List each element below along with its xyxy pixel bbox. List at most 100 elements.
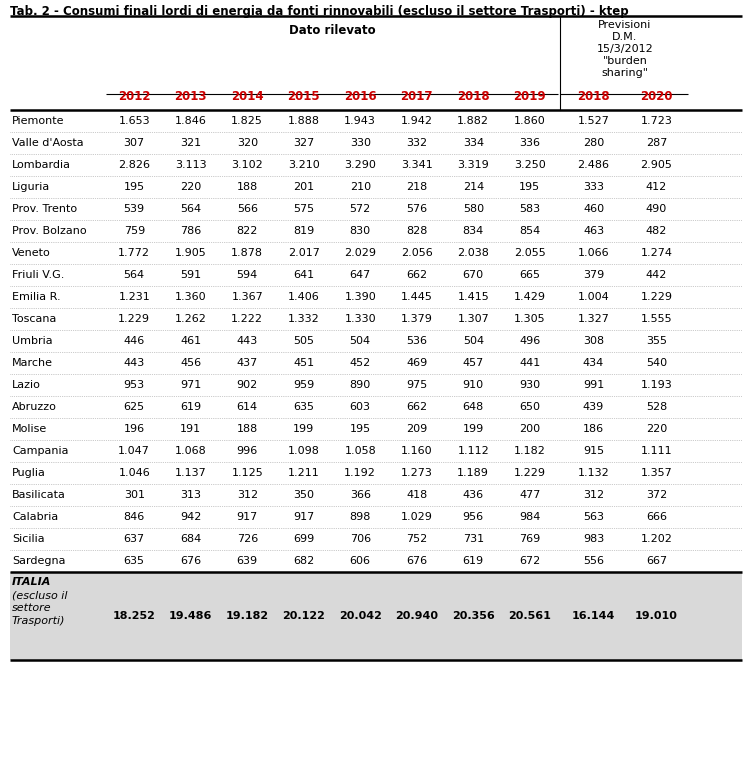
Text: Prov. Bolzano: Prov. Bolzano xyxy=(12,226,86,236)
Text: 200: 200 xyxy=(519,424,540,434)
Text: 3.102: 3.102 xyxy=(231,160,263,170)
Text: 910: 910 xyxy=(463,380,484,390)
Text: 191: 191 xyxy=(180,424,201,434)
Text: 3.210: 3.210 xyxy=(288,160,320,170)
Text: 199: 199 xyxy=(463,424,484,434)
Text: 635: 635 xyxy=(293,402,314,412)
Text: 591: 591 xyxy=(180,270,201,280)
Text: Dato rilevato: Dato rilevato xyxy=(289,24,375,37)
Text: 366: 366 xyxy=(350,490,370,500)
Text: 1.943: 1.943 xyxy=(344,116,376,126)
Text: 536: 536 xyxy=(406,336,427,346)
Text: 210: 210 xyxy=(350,182,370,192)
Text: Valle d'Aosta: Valle d'Aosta xyxy=(12,138,84,148)
Text: 2.486: 2.486 xyxy=(578,160,610,170)
Text: Sicilia: Sicilia xyxy=(12,534,45,544)
Text: 312: 312 xyxy=(583,490,604,500)
Text: 20.122: 20.122 xyxy=(282,611,326,621)
Text: 956: 956 xyxy=(463,512,484,522)
Text: 18.252: 18.252 xyxy=(112,611,156,621)
Text: Calabria: Calabria xyxy=(12,512,58,522)
Text: 1.132: 1.132 xyxy=(578,468,609,478)
Text: 452: 452 xyxy=(350,358,370,368)
Text: 460: 460 xyxy=(583,204,604,214)
Text: 917: 917 xyxy=(293,512,314,522)
Text: 201: 201 xyxy=(293,182,314,192)
Text: 1.332: 1.332 xyxy=(288,314,320,324)
Text: 1.429: 1.429 xyxy=(514,292,546,302)
Text: Umbria: Umbria xyxy=(12,336,53,346)
Text: 556: 556 xyxy=(583,556,604,566)
Text: 379: 379 xyxy=(583,270,604,280)
Text: 1.415: 1.415 xyxy=(458,292,489,302)
Text: 218: 218 xyxy=(406,182,427,192)
Text: 641: 641 xyxy=(293,270,314,280)
Text: 731: 731 xyxy=(463,534,484,544)
Text: 490: 490 xyxy=(646,204,668,214)
Text: 1.098: 1.098 xyxy=(288,446,320,456)
Text: D.M.: D.M. xyxy=(612,32,638,42)
Text: Trasporti): Trasporti) xyxy=(12,616,65,626)
Text: 637: 637 xyxy=(124,534,145,544)
Text: 308: 308 xyxy=(583,336,604,346)
Text: Molise: Molise xyxy=(12,424,47,434)
Text: 930: 930 xyxy=(519,380,540,390)
Text: 583: 583 xyxy=(519,204,540,214)
Text: 1.004: 1.004 xyxy=(578,292,609,302)
Text: 752: 752 xyxy=(406,534,427,544)
Text: Lombardia: Lombardia xyxy=(12,160,71,170)
Text: 1.367: 1.367 xyxy=(231,292,263,302)
Text: 2.017: 2.017 xyxy=(288,248,320,258)
Text: 648: 648 xyxy=(463,402,484,412)
Text: 336: 336 xyxy=(519,138,540,148)
Text: 463: 463 xyxy=(583,226,604,236)
Text: 1.137: 1.137 xyxy=(175,468,207,478)
Text: 984: 984 xyxy=(519,512,541,522)
Text: 2013: 2013 xyxy=(175,90,207,103)
Text: 333: 333 xyxy=(583,182,604,192)
Text: 676: 676 xyxy=(406,556,427,566)
Text: 699: 699 xyxy=(293,534,314,544)
Text: 639: 639 xyxy=(237,556,258,566)
Text: 1.068: 1.068 xyxy=(175,446,207,456)
Text: Piemonte: Piemonte xyxy=(12,116,64,126)
Text: 3.341: 3.341 xyxy=(400,160,433,170)
Text: 1.878: 1.878 xyxy=(231,248,263,258)
Text: 786: 786 xyxy=(180,226,201,236)
Text: 1.192: 1.192 xyxy=(344,468,376,478)
Text: 321: 321 xyxy=(180,138,201,148)
Text: 706: 706 xyxy=(350,534,370,544)
Text: 528: 528 xyxy=(646,402,668,412)
Text: 496: 496 xyxy=(519,336,540,346)
Text: 19.486: 19.486 xyxy=(169,611,212,621)
Text: 575: 575 xyxy=(293,204,314,214)
Text: 975: 975 xyxy=(406,380,427,390)
Text: Veneto: Veneto xyxy=(12,248,51,258)
Text: 2017: 2017 xyxy=(400,90,433,103)
Text: 1.860: 1.860 xyxy=(514,116,545,126)
Text: 1.029: 1.029 xyxy=(400,512,433,522)
Text: Sardegna: Sardegna xyxy=(12,556,65,566)
Text: 330: 330 xyxy=(350,138,370,148)
Text: 372: 372 xyxy=(646,490,668,500)
Text: 971: 971 xyxy=(180,380,201,390)
Text: 195: 195 xyxy=(350,424,370,434)
Text: 854: 854 xyxy=(519,226,540,236)
Text: 312: 312 xyxy=(237,490,258,500)
Text: 320: 320 xyxy=(237,138,258,148)
Text: 2018: 2018 xyxy=(457,90,490,103)
Text: 1.527: 1.527 xyxy=(578,116,610,126)
Text: Lazio: Lazio xyxy=(12,380,40,390)
Text: 991: 991 xyxy=(583,380,604,390)
Text: 220: 220 xyxy=(180,182,201,192)
Text: 619: 619 xyxy=(463,556,484,566)
Text: 20.042: 20.042 xyxy=(339,611,382,621)
Text: 846: 846 xyxy=(124,512,145,522)
Text: 16.144: 16.144 xyxy=(572,611,615,621)
Text: 759: 759 xyxy=(124,226,145,236)
Text: 2.826: 2.826 xyxy=(118,160,150,170)
Text: 2019: 2019 xyxy=(514,90,546,103)
Text: 1.445: 1.445 xyxy=(400,292,433,302)
Text: 442: 442 xyxy=(646,270,668,280)
Text: 1.222: 1.222 xyxy=(231,314,263,324)
